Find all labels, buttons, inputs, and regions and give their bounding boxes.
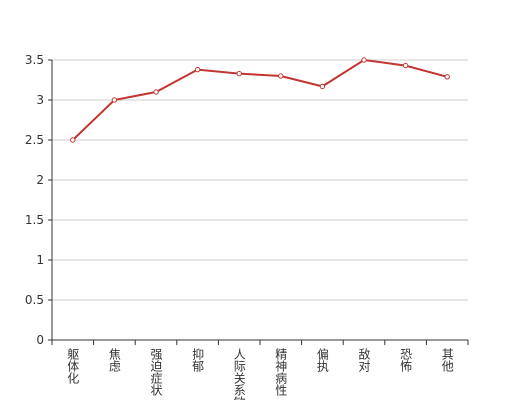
x-tick-label: 躯体化 xyxy=(66,347,80,385)
y-tick-label: 1 xyxy=(36,253,44,267)
point xyxy=(278,73,284,79)
x-tick-label: 抑郁 xyxy=(191,347,205,373)
y-tick-label: 3.5 xyxy=(25,53,44,67)
y-tick-label: 2 xyxy=(36,173,44,187)
point xyxy=(444,74,450,80)
y-tick-label: 0.5 xyxy=(25,293,44,307)
x-tick-label: 焦虑 xyxy=(107,348,121,372)
x-tick-label: 恐怖 xyxy=(399,348,413,372)
x-tick-label: 精神病性 xyxy=(274,348,288,397)
point xyxy=(236,70,242,77)
line xyxy=(72,58,448,141)
point xyxy=(111,97,118,103)
x-tick-label: 偏执 xyxy=(315,347,329,373)
x-tick-label: 敌对 xyxy=(357,347,371,372)
point xyxy=(153,89,159,95)
x-tick-label: 人际关系敏感 xyxy=(232,348,246,400)
point xyxy=(402,62,409,69)
point xyxy=(70,137,76,143)
x-tick-label: 强迫症状 xyxy=(149,348,163,396)
point xyxy=(194,66,201,73)
point xyxy=(361,57,367,63)
y-tick-label: 0 xyxy=(36,333,44,347)
point xyxy=(319,83,326,90)
y-tick-label: 1.5 xyxy=(25,213,44,227)
y-tick-label: 2.5 xyxy=(25,133,44,147)
y-tick-label: 3 xyxy=(36,93,44,107)
x-tick-label: 其他 xyxy=(440,348,454,372)
